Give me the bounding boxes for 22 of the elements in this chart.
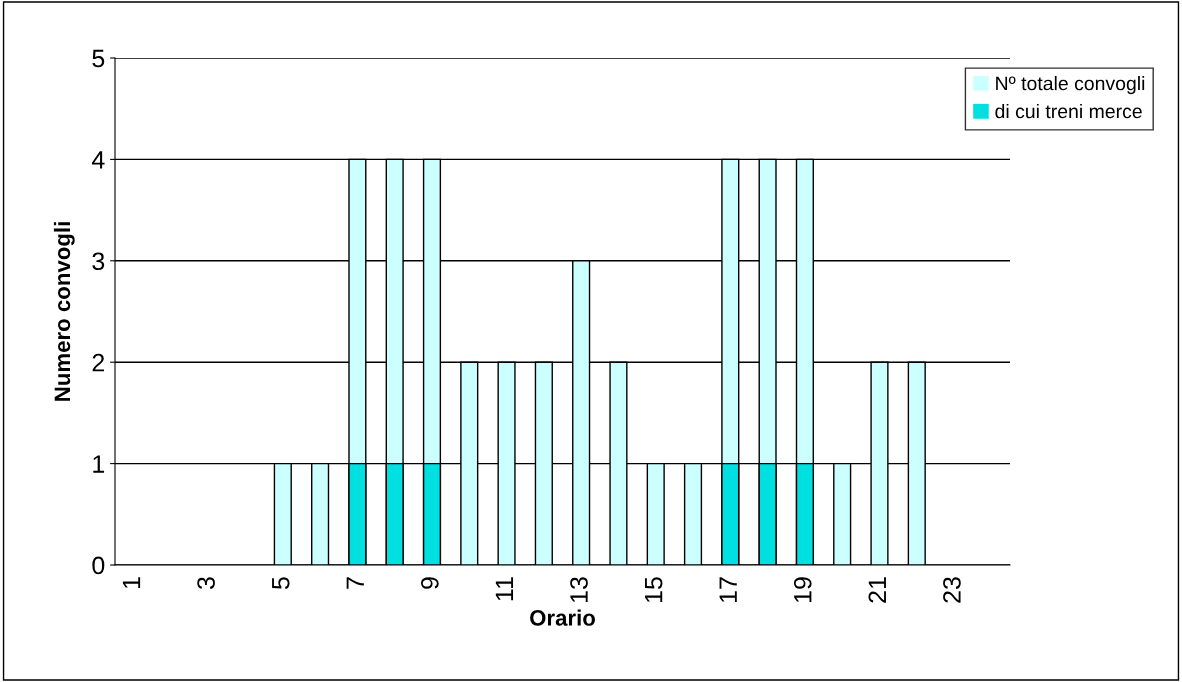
y-tick-label: 0 [92, 556, 105, 575]
x-tick-label: 5 [272, 577, 290, 590]
legend-label: Nº totale convogli [996, 76, 1145, 95]
y-axis-title: Numero convogli [53, 222, 75, 401]
y-tick-label: 5 [92, 49, 105, 68]
y-tick-label: 2 [92, 353, 105, 372]
x-tick-label: 21 [868, 577, 886, 603]
x-tick-label: 7 [346, 577, 364, 589]
x-tick-label: 15 [644, 577, 663, 603]
x-tick-label: 1 [122, 577, 141, 589]
y-tick-label: 3 [92, 252, 105, 271]
y-tick-label: 4 [91, 151, 105, 169]
x-tick-label: 13 [570, 577, 588, 603]
x-tick-label: 9 [420, 577, 439, 589]
x-tick-label: 19 [793, 577, 812, 603]
y-tick-label: 1 [93, 455, 105, 473]
x-axis-title: Orario [530, 609, 595, 626]
x-tick-label: 23 [943, 577, 961, 603]
x-tick-label: 11 [495, 577, 514, 601]
x-tick-label: 3 [197, 577, 215, 590]
legend-label: di cui treni merce [995, 103, 1142, 119]
x-tick-label: 17 [719, 577, 737, 603]
